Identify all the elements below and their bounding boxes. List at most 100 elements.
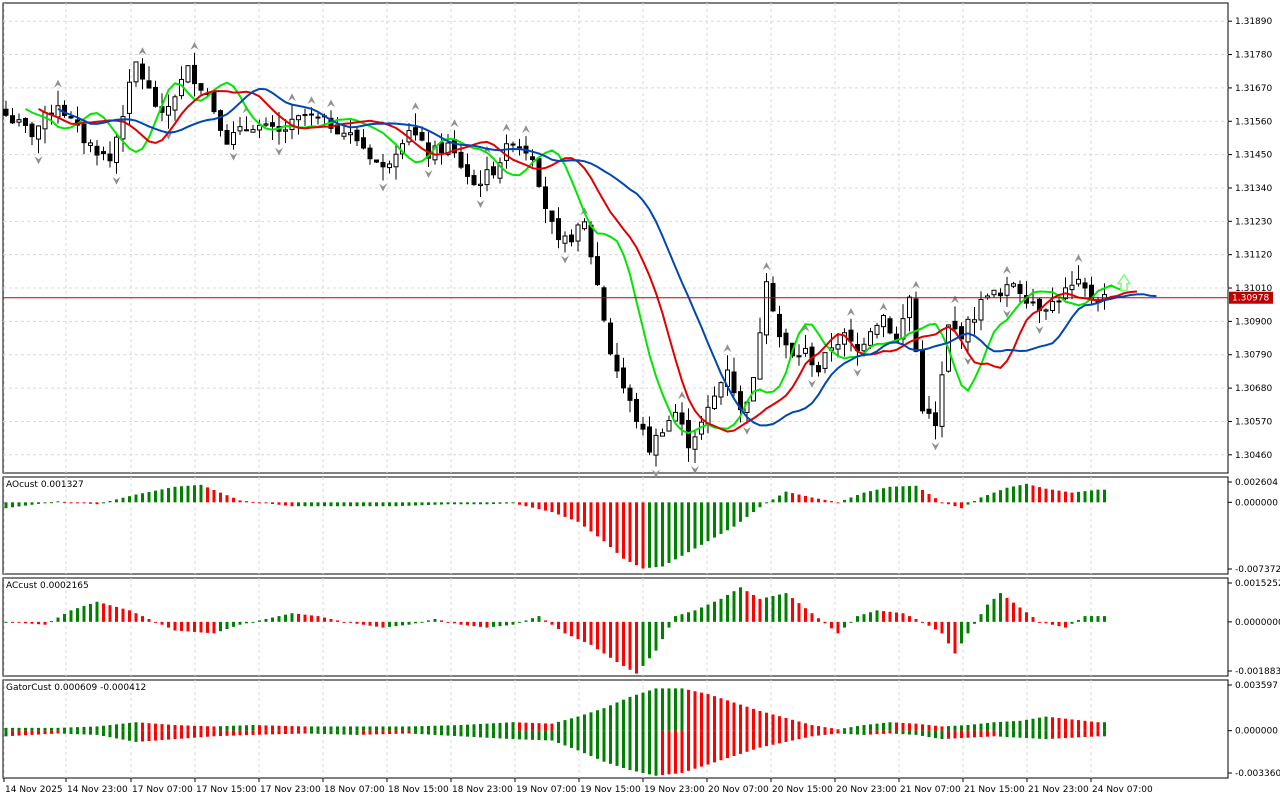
candle[interactable] [140,58,145,90]
candle[interactable] [913,291,919,353]
candle[interactable] [510,141,516,153]
candle[interactable] [803,334,808,357]
candle[interactable] [224,124,230,145]
candle[interactable] [965,316,971,355]
candle[interactable] [127,69,132,125]
candle[interactable] [478,170,483,197]
candle[interactable] [783,328,789,359]
candle[interactable] [114,133,119,174]
candle[interactable] [283,119,288,144]
candle[interactable] [309,107,314,128]
candle[interactable] [367,144,373,165]
candle[interactable] [471,169,477,186]
candle[interactable] [3,100,9,118]
candle[interactable] [731,357,737,397]
candle[interactable] [920,340,925,414]
candle[interactable] [231,121,236,150]
candle[interactable] [315,111,321,125]
candle[interactable] [712,386,717,410]
candle[interactable] [777,305,782,348]
candle[interactable] [133,61,139,87]
candle[interactable] [172,94,178,121]
candle[interactable] [822,352,828,374]
candle[interactable] [393,143,399,180]
candle[interactable] [874,322,880,339]
candle[interactable] [517,138,522,156]
candle[interactable] [29,121,35,146]
candle[interactable] [770,276,776,313]
candle[interactable] [621,357,626,394]
candle[interactable] [211,89,217,115]
candle[interactable] [952,306,958,333]
candle[interactable] [387,160,392,174]
candle[interactable] [634,392,639,429]
candle[interactable] [504,134,509,169]
candle[interactable] [88,139,93,153]
candle[interactable] [660,428,665,437]
candle[interactable] [1011,281,1016,289]
candle[interactable] [673,404,678,422]
candle[interactable] [627,384,633,413]
candle[interactable] [991,289,997,298]
candle[interactable] [81,118,87,155]
candle[interactable] [751,377,756,402]
candle[interactable] [1004,276,1010,307]
candle[interactable] [881,313,886,338]
candle[interactable] [198,82,204,95]
candle[interactable] [939,361,945,438]
candle[interactable] [601,285,607,323]
candle[interactable] [933,401,938,440]
candle[interactable] [361,129,366,150]
candle[interactable] [497,157,503,184]
candle[interactable] [237,116,243,135]
candle[interactable] [380,154,386,181]
candle[interactable] [153,80,158,108]
candle[interactable] [101,146,106,161]
candle[interactable] [998,288,1003,303]
candle[interactable] [419,126,425,142]
candle[interactable] [1076,265,1081,287]
candle[interactable] [185,65,191,84]
candle[interactable] [692,431,698,463]
candle[interactable] [270,115,275,141]
candle[interactable] [192,52,197,97]
candle[interactable] [764,273,769,345]
candle[interactable] [413,113,418,141]
candle[interactable] [614,342,620,378]
candle[interactable] [575,222,581,252]
candle[interactable] [556,207,561,249]
candle[interactable] [263,117,269,127]
candle[interactable] [549,210,555,235]
candle[interactable] [16,113,22,127]
candle[interactable] [536,157,542,188]
candle[interactable] [120,105,126,152]
candle[interactable] [595,242,600,286]
candle[interactable] [796,344,802,366]
candle[interactable] [835,333,841,358]
candle[interactable] [10,108,15,125]
candle[interactable] [244,116,249,132]
candle[interactable] [23,117,28,133]
candle[interactable] [491,161,496,179]
candle[interactable] [1017,280,1023,303]
candle[interactable] [887,316,893,335]
candle[interactable] [972,306,977,335]
candle[interactable] [146,66,152,89]
candle[interactable] [166,94,171,129]
candle[interactable] [608,318,613,356]
candle[interactable] [653,428,659,467]
candle[interactable] [543,176,548,224]
candle[interactable] [484,156,490,192]
candle[interactable] [250,124,256,133]
candle[interactable] [569,229,574,247]
candle[interactable] [374,159,379,163]
candle[interactable] [302,108,308,126]
candle[interactable] [907,294,912,332]
candle[interactable] [354,127,360,146]
candle[interactable] [640,416,646,436]
candle[interactable] [94,140,100,166]
candle[interactable] [36,125,41,154]
candle[interactable] [757,317,763,380]
candle[interactable] [296,114,301,135]
candle[interactable] [465,153,470,185]
